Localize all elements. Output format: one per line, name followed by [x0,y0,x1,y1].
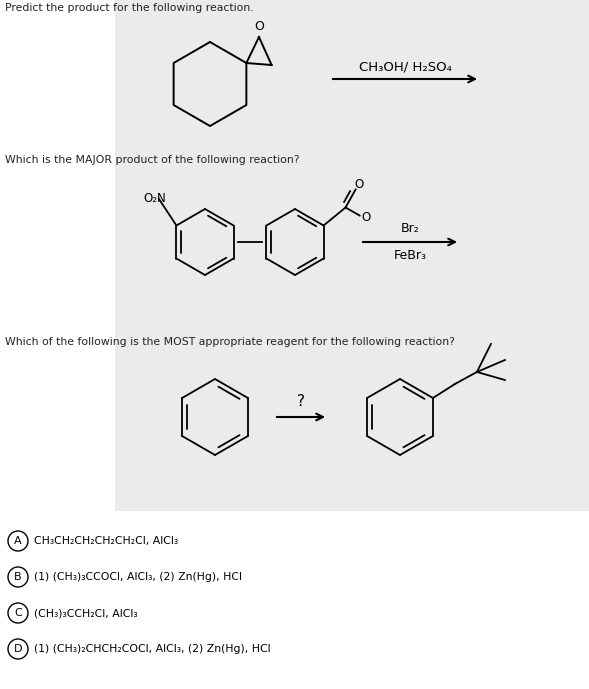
Text: Which is the MAJOR product of the following reaction?: Which is the MAJOR product of the follow… [5,155,299,165]
Circle shape [8,531,28,551]
Text: Br₂: Br₂ [401,222,419,235]
Bar [115,341,589,511]
Text: ?: ? [297,394,305,409]
Text: (1) (CH₃)₃CCOCl, AlCl₃, (2) Zn(Hg), HCl: (1) (CH₃)₃CCOCl, AlCl₃, (2) Zn(Hg), HCl [34,572,242,582]
Text: CH₃OH/ H₂SO₄: CH₃OH/ H₂SO₄ [359,60,451,73]
Text: Which of the following is the MOST appropriate reagent for the following reactio: Which of the following is the MOST appro… [5,337,455,347]
Text: O₂N: O₂N [143,192,166,205]
Text: Predict the product for the following reaction.: Predict the product for the following re… [5,3,254,13]
Text: A: A [14,536,22,546]
Text: (1) (CH₃)₂CHCH₂COCl, AlCl₃, (2) Zn(Hg), HCl: (1) (CH₃)₂CHCH₂COCl, AlCl₃, (2) Zn(Hg), … [34,644,270,654]
Circle shape [8,639,28,659]
Bar [115,0,589,159]
Text: FeBr₃: FeBr₃ [393,249,426,262]
Text: C: C [14,608,22,618]
Text: O: O [254,21,264,34]
Text: D: D [14,644,22,654]
Text: CH₃CH₂CH₂CH₂CH₂Cl, AlCl₃: CH₃CH₂CH₂CH₂CH₂Cl, AlCl₃ [34,536,178,546]
Text: O: O [361,211,370,224]
Circle shape [8,603,28,623]
Text: (CH₃)₃CCH₂Cl, AlCl₃: (CH₃)₃CCH₂Cl, AlCl₃ [34,608,138,618]
Text: B: B [14,572,22,582]
Bar [115,159,589,344]
Text: O: O [354,178,363,191]
Circle shape [8,567,28,587]
